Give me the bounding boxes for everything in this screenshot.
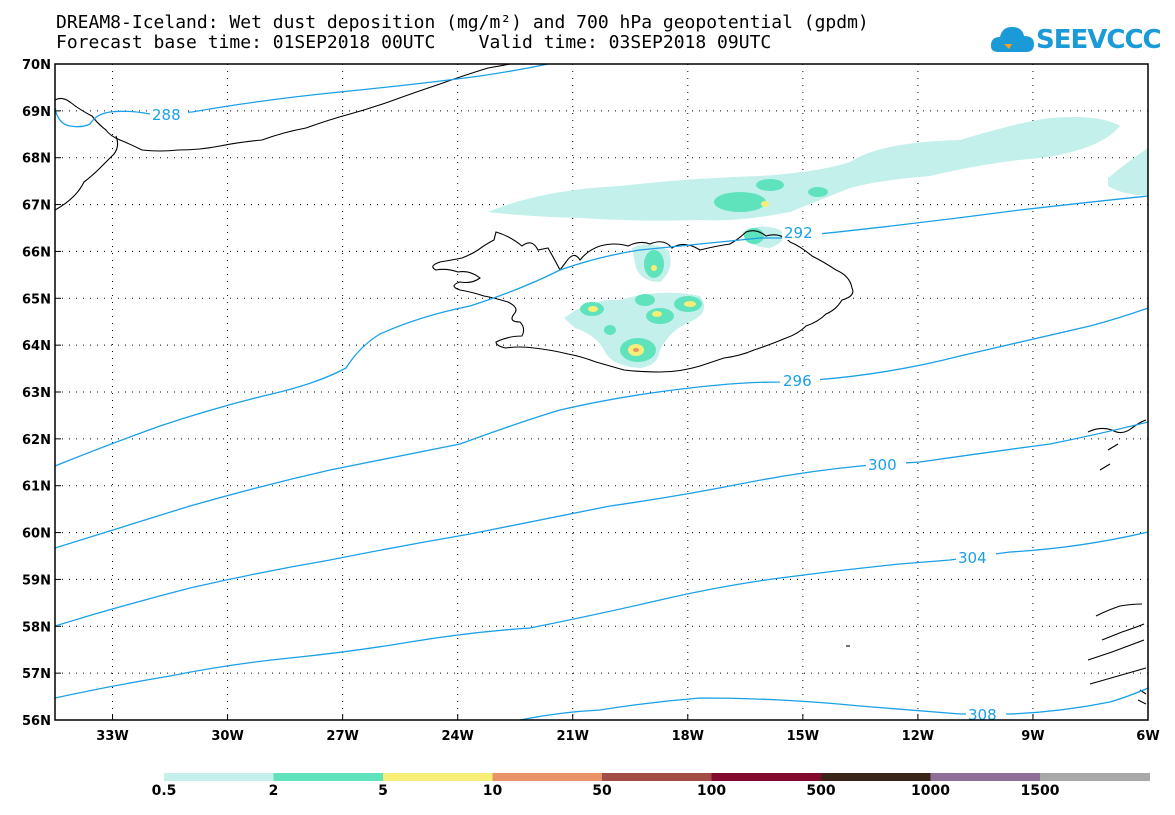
contour-label-292: 292	[784, 224, 813, 242]
dust-area-green-3	[808, 187, 828, 197]
lat-tick-label: 58N	[22, 620, 51, 635]
map-subtitle: Forecast base time: 01SEP2018 00UTC Vali…	[56, 32, 772, 53]
colorbar-swatch	[1040, 773, 1150, 781]
lon-tick-label: 9W	[1021, 729, 1044, 744]
dust-area-green-1	[714, 192, 766, 212]
contour-labels: 288 292 296 300 304 308	[150, 106, 1006, 724]
lat-tick-label: 64N	[22, 339, 51, 354]
contour-label-300: 300	[868, 456, 897, 474]
lat-tick-label: 56N	[22, 714, 51, 729]
lat-tick-label: 70N	[22, 58, 51, 73]
colorbar	[164, 773, 1150, 781]
logo-text: SEEVCCC	[1036, 25, 1162, 55]
lon-tick-label: 6W	[1136, 729, 1159, 744]
graticule	[55, 64, 1148, 720]
iceland-coast	[432, 230, 854, 373]
wet-dust-deposition	[488, 117, 1148, 368]
contour-304	[55, 531, 1148, 699]
cloud-icon	[990, 27, 1034, 52]
lat-tick-label: 65N	[22, 292, 51, 307]
lat-tick-label: 67N	[22, 199, 51, 214]
lat-tick-label: 61N	[22, 480, 51, 495]
contour-label-288: 288	[152, 106, 181, 124]
colorbar-label: 0.5	[151, 783, 177, 799]
seevccc-logo: SEEVCCC	[990, 22, 1162, 58]
colorbar-label: 1500	[1020, 783, 1060, 799]
lon-tick-label: 30W	[211, 729, 243, 744]
greenland-coast-south	[55, 135, 119, 211]
faroe-norway-coast	[1087, 419, 1147, 705]
colorbar-swatch	[821, 773, 931, 781]
lon-tick-label: 21W	[557, 729, 589, 744]
colorbar-label: 500	[806, 783, 836, 799]
colorbar-label: 5	[378, 783, 388, 799]
dust-area-green-5	[644, 250, 664, 278]
lat-tick-label: 69N	[22, 105, 51, 120]
colorbar-swatch	[383, 773, 493, 781]
lon-tick-label: 27W	[326, 729, 358, 744]
dust-area-yellow-2	[588, 306, 598, 312]
colorbar-swatch	[711, 773, 822, 781]
colorbar-swatch	[164, 773, 274, 781]
dust-area-green-7	[635, 294, 655, 306]
contour-label-308: 308	[968, 706, 997, 724]
contour-288	[55, 64, 549, 128]
lon-tick-label: 33W	[96, 729, 128, 744]
axis-labels: 56N 57N 58N 59N 60N 61N 62N 63N 64N 65N 66N 67N 68N 6…	[22, 58, 1160, 744]
lat-tick-label: 59N	[22, 573, 51, 588]
dust-area-green-10	[604, 325, 616, 335]
contour-292	[55, 195, 1148, 467]
dust-area-north	[488, 117, 1120, 221]
colorbar-swatch	[602, 773, 712, 781]
colorbar-label: 10	[482, 783, 503, 799]
greenland-coast-north	[55, 64, 511, 152]
contour-296	[55, 307, 1148, 549]
dust-area-green-2	[756, 179, 784, 191]
contour-label-304: 304	[958, 549, 987, 567]
dust-area-yellow-4	[684, 301, 696, 307]
dust-area-east	[1108, 148, 1148, 196]
contour-label-296: 296	[783, 372, 812, 390]
colorbar-label: 100	[696, 783, 727, 799]
lon-tick-label: 24W	[441, 729, 473, 744]
colorbar-label: 1000	[911, 783, 950, 799]
coastlines	[55, 64, 1147, 705]
contour-308	[519, 687, 1148, 720]
colorbar-label: 50	[592, 783, 612, 799]
lat-tick-label: 62N	[22, 433, 51, 448]
lat-tick-label: 60N	[22, 527, 51, 542]
lon-tick-label: 15W	[787, 729, 819, 744]
colorbar-swatch	[930, 773, 1041, 781]
colorbar-label: 2	[268, 783, 279, 799]
lon-tick-label: 18W	[672, 729, 704, 744]
lat-tick-label: 63N	[22, 386, 51, 401]
lat-tick-label: 57N	[22, 667, 51, 682]
colorbar-swatch	[273, 773, 384, 781]
contour-300	[55, 421, 1148, 627]
lat-tick-label: 66N	[22, 245, 51, 260]
lon-tick-label: 12W	[902, 729, 934, 744]
dust-area-orange-1	[633, 348, 639, 352]
colorbar-swatch	[492, 773, 603, 781]
dust-area-yellow-3	[652, 311, 662, 317]
map-title: DREAM8-Iceland: Wet dust deposition (mg/…	[56, 12, 869, 33]
dust-area-yellow-1	[761, 201, 769, 207]
dust-area-yellow-5	[651, 265, 657, 271]
lat-tick-label: 68N	[22, 152, 51, 167]
geopotential-contours	[55, 64, 1148, 720]
